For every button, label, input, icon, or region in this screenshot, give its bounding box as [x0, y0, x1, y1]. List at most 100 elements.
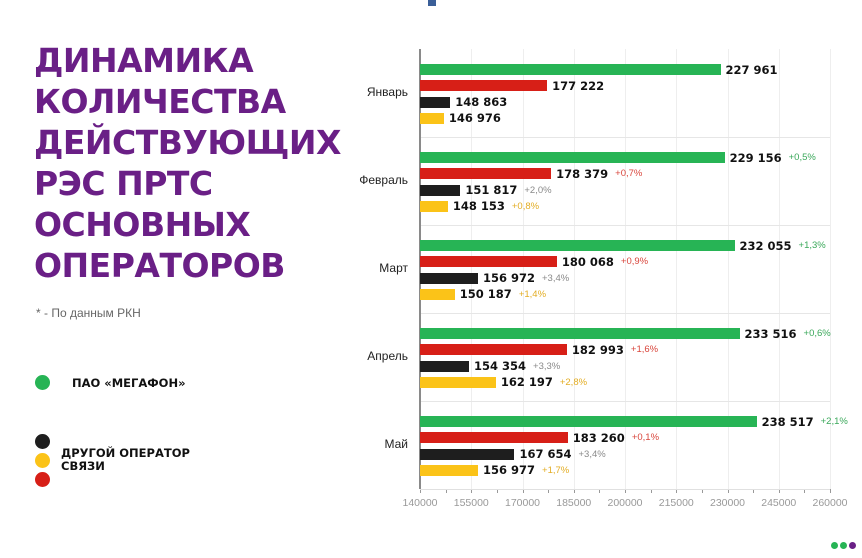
bar — [420, 416, 757, 427]
bar-value-label: 156 977 — [483, 463, 536, 478]
brand-logo-dots — [831, 542, 856, 549]
bar-value-label: 167 654 — [519, 447, 572, 462]
group-separator — [420, 401, 830, 402]
bar — [420, 80, 548, 92]
bar — [420, 184, 461, 196]
title-line: ОПЕРАТОРОВ — [34, 246, 285, 285]
gridline — [778, 49, 780, 489]
x-axis-tick — [471, 489, 473, 493]
month-label: Февраль — [359, 173, 408, 187]
bar-delta-label: +3,4% — [542, 272, 570, 284]
bar-delta-label: +0,9% — [620, 256, 649, 268]
x-axis-tick — [701, 489, 703, 493]
brand-dot-icon — [831, 542, 838, 549]
bar-row: 148 153 +0,8% — [420, 199, 540, 213]
bar-value-label: 183 260 — [572, 430, 625, 445]
bar-row: 156 977 +1,7% — [420, 463, 570, 478]
gridline — [471, 49, 473, 489]
x-axis-tick — [778, 489, 780, 493]
x-axis-tick-label: 245000 — [761, 497, 797, 509]
month-label: Апрель — [367, 349, 408, 363]
bar — [420, 448, 515, 460]
bar-delta-label: +2,8% — [559, 376, 588, 388]
x-axis-tick — [804, 489, 806, 493]
bar-delta-label: +0,8% — [511, 200, 540, 212]
bar — [420, 328, 740, 339]
x-axis-tick-label: 200000 — [607, 497, 643, 509]
legend-dot-yellow-icon — [35, 453, 50, 468]
bar-value-label: 150 187 — [459, 287, 512, 302]
bar — [420, 464, 478, 476]
group-separator — [420, 313, 830, 314]
source-footnote: * - По данным РКН — [36, 306, 141, 320]
brand-dot-icon — [840, 542, 847, 549]
title-line: ОСНОВНЫХ — [34, 205, 251, 244]
bar-value-label: 232 055 — [739, 238, 792, 253]
bar — [420, 240, 735, 251]
bar — [420, 112, 444, 124]
bar-row: 150 187 +1,4% — [420, 287, 547, 302]
bar-value-label: 182 993 — [571, 342, 624, 357]
gridline — [676, 49, 678, 489]
bar-row: 156 972 +3,4% — [420, 271, 570, 285]
legend-label-megafon: ПАО «МЕГАФОН» — [72, 376, 186, 390]
x-axis-tick — [420, 489, 421, 493]
group-separator — [420, 137, 830, 138]
brand-dot-icon — [849, 542, 856, 549]
bar-row: 183 260 +0,1% — [420, 430, 660, 445]
bar-delta-label: +0,6% — [803, 328, 831, 339]
bar-value-label: 177 222 — [552, 78, 605, 93]
legend-item-megafon: ПАО «МЕГАФОН» — [35, 375, 186, 390]
x-axis-tick — [676, 489, 678, 493]
bar-row: 148 863 — [420, 95, 507, 109]
bar-row: 238 517 +2,1% — [420, 414, 848, 429]
legend-label-other-line2: СВЯЗИ — [61, 459, 105, 473]
x-axis-tick — [625, 489, 626, 493]
bar-delta-label: +3,4% — [578, 448, 606, 460]
bar-delta-label: +3,3% — [533, 360, 561, 372]
bar-delta-label: +0,1% — [631, 432, 660, 444]
x-axis-tick-label: 140000 — [402, 497, 438, 509]
top-marker — [428, 0, 436, 6]
y-axis-line — [419, 49, 421, 489]
bar-value-label: 162 197 — [500, 375, 553, 390]
x-axis-tick — [727, 489, 729, 493]
bar-delta-label: +1,3% — [798, 240, 826, 251]
bar — [420, 360, 470, 372]
month-label: Май — [384, 437, 408, 451]
title-line: ДЕЙСТВУЮЩИХ — [34, 123, 341, 162]
title-line: ДИНАМИКА — [34, 41, 254, 80]
x-axis-tick-label: 230000 — [709, 497, 746, 509]
bar — [420, 200, 448, 212]
bar-delta-label: +2,1% — [820, 416, 848, 427]
bar-row: 227 961 — [420, 63, 778, 77]
x-axis-tick — [650, 489, 652, 493]
bar-value-label: 146 976 — [448, 111, 501, 126]
x-axis-tick — [445, 489, 447, 493]
bar-row: 233 516 +0,6% — [420, 326, 831, 341]
bar — [420, 432, 568, 444]
bar — [420, 344, 567, 356]
x-axis-tick-label: 170000 — [504, 497, 541, 509]
bar — [420, 376, 496, 388]
bar-value-label: 233 516 — [744, 326, 797, 341]
bar-delta-label: +1,4% — [518, 288, 547, 300]
bar-value-label: 151 817 — [465, 183, 518, 198]
bar-delta-label: +0,5% — [788, 152, 816, 163]
bar-value-label: 154 354 — [474, 359, 527, 374]
x-axis-tick — [522, 489, 524, 493]
bar-row: 146 976 — [420, 111, 501, 126]
x-axis-tick — [830, 489, 831, 493]
bar-delta-label: +1,7% — [542, 464, 570, 476]
title-line: РЭС ПРТС — [34, 164, 213, 203]
x-axis-tick-label: 260000 — [812, 497, 848, 509]
x-axis-tick-label: 215000 — [658, 497, 694, 509]
bar — [420, 272, 478, 284]
bar-row: 154 354 +3,3% — [420, 359, 561, 374]
legend-dot-black-icon — [35, 434, 50, 449]
bar-value-label: 238 517 — [761, 414, 814, 429]
gridline — [522, 49, 524, 489]
gridline — [830, 49, 831, 489]
bar-row: 232 055 +1,3% — [420, 238, 826, 253]
bar — [420, 96, 451, 108]
